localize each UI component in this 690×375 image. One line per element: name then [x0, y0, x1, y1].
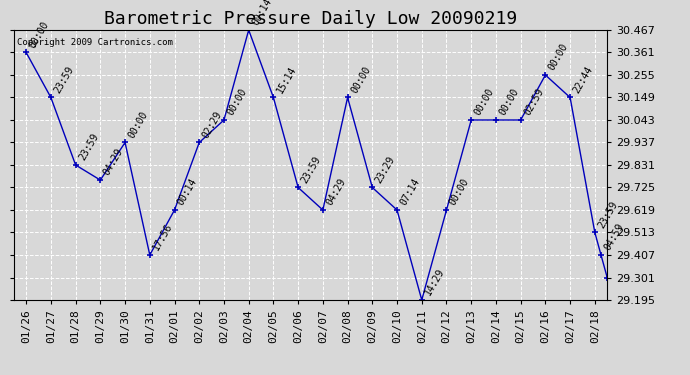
- Text: 23:29: 23:29: [374, 154, 397, 185]
- Text: 00:00: 00:00: [226, 87, 248, 117]
- Text: 23:59: 23:59: [52, 64, 76, 95]
- Text: 14:29: 14:29: [423, 267, 446, 297]
- Text: Copyright 2009 Cartronics.com: Copyright 2009 Cartronics.com: [17, 38, 172, 47]
- Text: 02:59: 02:59: [522, 87, 545, 117]
- Text: 00:14: 00:14: [250, 0, 273, 27]
- Text: 23:59: 23:59: [596, 199, 620, 230]
- Text: 00:00: 00:00: [497, 87, 521, 117]
- Text: 07:14: 07:14: [398, 177, 422, 207]
- Text: 22:44: 22:44: [571, 64, 595, 95]
- Text: 02:29: 02:29: [201, 109, 224, 140]
- Text: 04:59: 04:59: [602, 222, 626, 252]
- Text: 15:14: 15:14: [275, 64, 298, 95]
- Text: 00:00: 00:00: [546, 42, 570, 72]
- Text: 00:00: 00:00: [349, 64, 373, 95]
- Text: 04:29: 04:29: [101, 147, 125, 177]
- Text: 00:00: 00:00: [126, 109, 150, 140]
- Text: 17:56: 17:56: [151, 222, 175, 252]
- Text: 00:00: 00:00: [448, 177, 471, 207]
- Text: 23:59: 23:59: [299, 154, 323, 185]
- Text: 23:59: 23:59: [77, 132, 100, 162]
- Title: Barometric Pressure Daily Low 20090219: Barometric Pressure Daily Low 20090219: [104, 10, 517, 28]
- Text: 00:00: 00:00: [28, 19, 51, 50]
- Text: 00:00: 00:00: [473, 87, 496, 117]
- Text: 00:14: 00:14: [176, 177, 199, 207]
- Text: 04:29: 04:29: [324, 177, 348, 207]
